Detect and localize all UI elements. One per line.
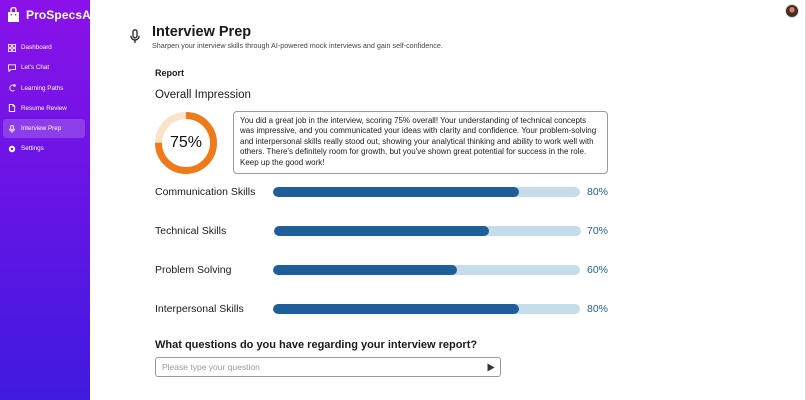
skill-label-communication: Communication Skills [155, 186, 256, 198]
mic-icon [9, 124, 15, 133]
send-play-icon [487, 363, 495, 371]
page-subtitle: Sharpen your interview skills through AI… [152, 41, 443, 50]
sidebar-item-label: Settings [21, 145, 44, 153]
sidebar-item-resume-review[interactable]: Resume Review [3, 99, 85, 118]
sidebar-nav: Dashboard Let's Chat Learning Paths Resu… [3, 38, 85, 160]
skill-label-problem-solving: Problem Solving [155, 264, 232, 276]
sidebar: ProSpecsAI Dashboard Let's Chat Learning… [0, 0, 94, 400]
sidebar-item-label: Let's Chat [21, 64, 50, 72]
brand[interactable]: ProSpecsAI [7, 7, 94, 23]
skill-bar-interpersonal [273, 304, 580, 314]
question-input[interactable] [156, 359, 482, 375]
skill-value-technical: 70% [587, 225, 609, 237]
overall-score-value: 75% [169, 134, 203, 151]
skill-value-interpersonal: 80% [587, 303, 609, 315]
user-avatar[interactable] [785, 4, 799, 18]
skill-bar-problem-solving [273, 265, 580, 275]
sidebar-item-lets-chat[interactable]: Let's Chat [3, 58, 85, 77]
skill-bar-fill [273, 304, 519, 314]
sidebar-item-dashboard[interactable]: Dashboard [3, 38, 85, 57]
mic-icon [130, 29, 140, 43]
sidebar-item-label: Interview Prep [21, 125, 62, 133]
skill-value-communication: 80% [587, 186, 609, 198]
skill-value-problem-solving: 60% [587, 264, 609, 276]
overall-score-ring [155, 112, 217, 174]
sidebar-item-label: Dashboard [21, 44, 52, 51]
question-prompt: What questions do you have regarding you… [155, 339, 478, 351]
skill-bar-fill [273, 187, 519, 197]
question-input-container [155, 357, 501, 377]
sidebar-item-interview-prep[interactable]: Interview Prep [3, 119, 85, 139]
gear-icon [8, 145, 16, 153]
send-button[interactable] [482, 358, 500, 376]
sidebar-item-learning-paths[interactable]: Learning Paths [3, 79, 85, 98]
skill-bar-technical [274, 226, 581, 236]
grid-icon [8, 43, 16, 52]
shopping-bag-logo-icon [8, 7, 19, 22]
page-title: Interview Prep [152, 24, 252, 40]
skill-label-interpersonal: Interpersonal Skills [155, 303, 244, 315]
score-ring-progress [155, 112, 217, 174]
document-icon [8, 104, 16, 113]
skill-bar-fill [273, 265, 458, 275]
skill-label-technical: Technical Skills [155, 225, 227, 237]
sidebar-item-label: Resume Review [21, 104, 67, 112]
report-heading: Report [155, 68, 184, 78]
chat-icon [8, 64, 16, 72]
brand-name: ProSpecsAI [26, 8, 95, 22]
sidebar-item-label: Learning Paths [21, 84, 64, 92]
path-icon [9, 84, 16, 92]
sidebar-item-settings[interactable]: Settings [3, 139, 85, 158]
skill-bar-fill [274, 226, 489, 236]
skill-bar-communication [273, 187, 580, 197]
overall-impression-heading: Overall Impression [155, 89, 251, 101]
feedback-text-box: You did a great job in the interview, sc… [233, 111, 608, 174]
